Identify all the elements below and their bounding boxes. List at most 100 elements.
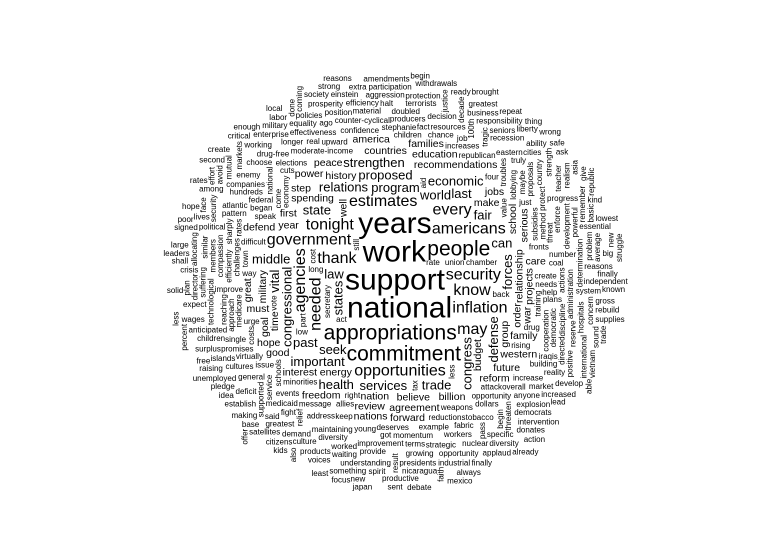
cloud-word: administration <box>566 269 575 319</box>
cloud-word: asia <box>570 160 579 175</box>
cloud-word: help <box>542 288 558 297</box>
cloud-word: relations <box>319 180 369 195</box>
cloud-word: faith <box>436 467 445 482</box>
cloud-word: rebuild <box>595 306 619 315</box>
cloud-word: counter-cyclical <box>335 116 390 125</box>
cloud-word: forward <box>390 412 425 424</box>
cloud-word: something <box>329 466 366 475</box>
cloud-word: justice <box>441 89 450 113</box>
cloud-word: stephanie <box>382 123 417 132</box>
cloud-word: long <box>308 265 323 274</box>
cloud-word: realism <box>563 162 572 188</box>
cloud-word: donates <box>516 426 544 435</box>
cloud-word: terrorists <box>405 99 436 108</box>
cloud-word: increased <box>541 390 576 399</box>
cloud-word: hope <box>257 337 281 349</box>
cloud-word: states <box>330 280 345 315</box>
cloud-word: ready <box>451 88 471 97</box>
cloud-word: gross <box>595 297 615 306</box>
cloud-word: pledge <box>211 382 236 391</box>
cloud-word: withdrawals <box>414 79 457 88</box>
cloud-word: trade <box>422 378 452 393</box>
cloud-word: upward <box>321 137 347 146</box>
cloud-word: congressional <box>279 267 294 347</box>
cloud-word: country <box>535 159 544 185</box>
cloud-word: eastern <box>496 148 523 157</box>
cloud-word: democratic <box>549 308 558 347</box>
cloud-word: effort <box>208 166 217 185</box>
cloud-word: vote <box>270 295 279 311</box>
cloud-word: prosperity <box>308 99 343 108</box>
cloud-word: least <box>311 469 329 478</box>
cloud-word: training <box>534 290 543 316</box>
cloud-word: troubles <box>499 158 508 186</box>
cloud-word: wrong <box>538 128 561 137</box>
cloud-word: fight <box>281 408 297 417</box>
cloud-word: republic <box>587 168 596 196</box>
cloud-word: markets <box>235 141 244 169</box>
cloud-word: projects <box>523 268 535 305</box>
cloud-word: crisis <box>180 265 198 274</box>
cloud-word: vietnam <box>588 350 597 378</box>
cloud-word: confidence <box>340 126 379 135</box>
cloud-word: development <box>563 203 572 250</box>
cloud-word: critical <box>228 132 251 141</box>
cloud-word: growing <box>406 449 434 458</box>
cloud-word: reductions <box>429 413 466 422</box>
cloud-word: forces <box>500 254 515 290</box>
cloud-word: care <box>525 256 546 268</box>
cloud-word: know <box>453 282 491 299</box>
cloud-word: technological <box>206 278 215 325</box>
cloud-word: federal <box>249 195 274 204</box>
cloud-word: tobacco <box>466 413 495 422</box>
cloud-word: agreement <box>389 402 439 414</box>
cloud-word: resources <box>430 123 465 132</box>
cloud-word: workers <box>443 430 472 439</box>
cloud-word: every <box>433 202 472 219</box>
cloud-word: productive <box>382 474 419 483</box>
cloud-word: service <box>265 374 274 400</box>
cloud-word: just <box>518 198 532 207</box>
cloud-word: increases <box>445 142 479 151</box>
cloud-word: able <box>585 378 594 394</box>
cloud-word: well <box>338 199 350 218</box>
cloud-word: reaching <box>219 294 228 325</box>
cloud-word: rates <box>190 176 208 185</box>
cloud-word: teacher <box>554 165 563 192</box>
cloud-word: lives <box>194 213 210 222</box>
cloud-word: presidents <box>399 459 436 468</box>
cloud-word: industrial <box>438 459 470 468</box>
cloud-word: review <box>355 400 386 412</box>
cloud-word: greatest <box>265 419 295 428</box>
cloud-word: fabric <box>454 421 474 430</box>
cloud-word: program <box>371 180 419 195</box>
cloud-word: began <box>250 204 272 213</box>
cloud-word: strengthen <box>343 155 404 170</box>
cloud-word: enough <box>234 123 261 132</box>
cloud-word: director <box>191 273 200 300</box>
cloud-word: increase <box>513 374 544 383</box>
cloud-word: got <box>380 430 392 439</box>
cloud-word: result <box>391 453 400 473</box>
cloud-word: known <box>602 285 625 294</box>
cloud-word: local <box>266 104 283 113</box>
cloud-word: society <box>304 90 329 99</box>
cloud-word: said <box>265 412 280 421</box>
cloud-word: keep <box>335 412 353 421</box>
cloud-word: military <box>262 121 287 130</box>
cloud-word: business <box>467 109 499 118</box>
cloud-word: method <box>538 213 547 240</box>
cloud-word: 100th <box>467 119 476 139</box>
cloud-word: hundreds <box>230 188 263 197</box>
cloud-word: less <box>171 312 180 326</box>
cloud-word: billion <box>439 391 466 403</box>
cloud-word: waiting <box>331 450 357 459</box>
cloud-word: western <box>499 349 537 361</box>
cloud-word: focus <box>331 476 350 485</box>
cloud-word: real <box>306 137 320 146</box>
cloud-word: solid <box>167 286 183 295</box>
cloud-word: applaud <box>483 449 511 458</box>
cloud-word: establish <box>225 400 257 409</box>
cloud-word: children <box>197 334 225 343</box>
cloud-word: first <box>280 208 297 220</box>
